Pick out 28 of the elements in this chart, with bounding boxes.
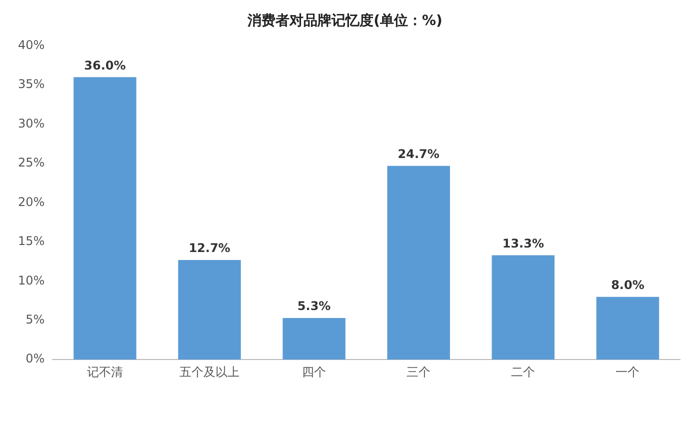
data-label: 36.0% xyxy=(84,58,126,72)
y-tick-label: 15% xyxy=(18,234,45,248)
y-tick-label: 40% xyxy=(18,38,45,52)
bar xyxy=(74,77,136,360)
data-label: 12.7% xyxy=(188,241,230,256)
x-tick-label: 一个 xyxy=(616,364,640,379)
x-tick-label: 四个 xyxy=(302,364,326,379)
y-tick-label: 20% xyxy=(18,194,45,209)
bar xyxy=(178,260,241,360)
data-label: 24.7% xyxy=(398,146,440,161)
bar xyxy=(492,255,555,360)
x-tick-label: 记不清 xyxy=(86,364,123,379)
y-tick-label: 25% xyxy=(18,156,45,170)
y-tick-label: 35% xyxy=(18,77,45,92)
x-tick-label: 五个及以上 xyxy=(180,364,240,379)
y-tick-label: 10% xyxy=(18,273,45,288)
x-tick-label: 三个 xyxy=(406,364,431,379)
bar xyxy=(596,296,660,360)
data-label: 5.3% xyxy=(297,299,331,314)
data-label: 13.3% xyxy=(502,236,544,250)
data-label: 8.0% xyxy=(611,278,644,292)
bar xyxy=(282,318,346,360)
y-tick-label: 30% xyxy=(18,116,45,130)
bar xyxy=(387,166,450,360)
chart-title: 消费者对品牌记忆度(单位：%) xyxy=(246,12,442,30)
y-tick-label: 0% xyxy=(26,352,45,366)
y-tick-label: 5% xyxy=(26,312,45,326)
x-tick-label: 二个 xyxy=(511,364,536,379)
